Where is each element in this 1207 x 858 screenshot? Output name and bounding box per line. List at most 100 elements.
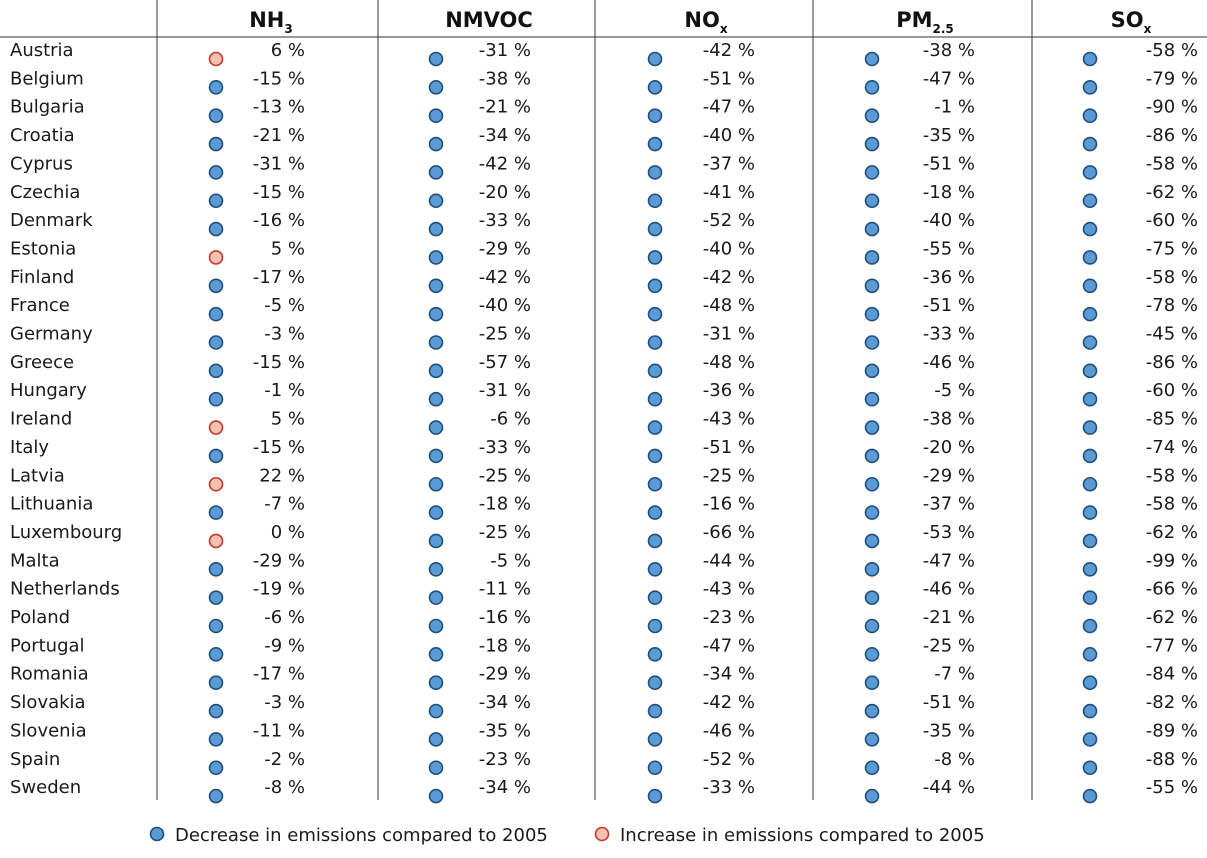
value-label: -25 % <box>923 635 975 656</box>
value-label: 5 % <box>271 409 305 430</box>
value-label: -31 % <box>253 153 305 174</box>
value-label: -33 % <box>923 324 975 345</box>
column-header: NOx <box>684 8 727 36</box>
table-row: Greece -15 % -57 % -48 % -46 % -86 % <box>10 352 1198 379</box>
decrease-marker <box>647 703 663 719</box>
decrease-marker <box>1082 505 1098 520</box>
value-label: -40 % <box>703 238 755 259</box>
value-label: -66 % <box>1146 579 1198 600</box>
value-label: -8 % <box>934 749 975 770</box>
value-label: -15 % <box>253 437 305 458</box>
decrease-marker <box>208 165 224 180</box>
decrease-marker <box>647 760 663 776</box>
value-label: -1 % <box>264 380 305 401</box>
value-label: -31 % <box>703 324 755 345</box>
decrease-marker <box>647 533 663 549</box>
value-label: -29 % <box>253 550 305 571</box>
value-label: 6 % <box>271 40 305 61</box>
value-label: -47 % <box>703 635 755 656</box>
value-label: -57 % <box>479 352 531 373</box>
country-label: Czechia <box>10 182 80 203</box>
decrease-marker <box>208 193 224 209</box>
value-label: -38 % <box>923 40 975 61</box>
value-label: -31 % <box>479 40 531 61</box>
decrease-marker <box>428 51 444 67</box>
value-label: -21 % <box>253 125 305 146</box>
decrease-marker <box>1082 618 1098 634</box>
value-label: -5 % <box>264 295 305 316</box>
decrease-marker <box>208 505 224 520</box>
country-label: Lithuania <box>10 494 93 515</box>
value-label: -58 % <box>1146 40 1198 61</box>
decrease-marker <box>647 51 663 67</box>
decrease-marker <box>428 618 444 634</box>
table-row: Slovenia -11 % -35 % -46 % -35 % -89 % <box>10 720 1198 747</box>
table-row: Czechia -15 % -20 % -41 % -18 % -62 % <box>10 182 1198 209</box>
value-label: -29 % <box>479 664 531 685</box>
value-label: -46 % <box>923 352 975 373</box>
decrease-marker <box>208 732 224 747</box>
decrease-marker <box>864 420 880 435</box>
decrease-marker <box>1082 80 1098 95</box>
value-label: -84 % <box>1146 664 1198 685</box>
decrease-marker <box>647 221 663 237</box>
decrease-marker <box>864 193 880 209</box>
table-row: Denmark -16 % -33 % -52 % -40 % -60 % <box>10 210 1198 237</box>
decrease-marker <box>1082 108 1098 123</box>
value-label: -44 % <box>703 550 755 571</box>
value-label: -11 % <box>253 720 305 741</box>
decrease-marker <box>208 363 224 379</box>
value-label: -51 % <box>923 295 975 316</box>
decrease-marker <box>647 335 663 350</box>
value-label: -35 % <box>923 720 975 741</box>
value-label: -1 % <box>934 97 975 118</box>
value-label: -62 % <box>1146 522 1198 543</box>
table-row: Portugal -9 % -18 % -47 % -25 % -77 % <box>10 635 1198 662</box>
increase-marker <box>208 250 224 265</box>
value-label: -37 % <box>923 494 975 515</box>
decrease-marker <box>428 335 444 350</box>
decrease-marker <box>864 250 880 265</box>
country-label: Estonia <box>10 238 76 259</box>
country-label: Luxembourg <box>10 522 122 543</box>
value-label: -33 % <box>479 210 531 231</box>
decrease-marker <box>428 533 444 549</box>
value-label: -42 % <box>479 153 531 174</box>
value-label: -42 % <box>703 40 755 61</box>
decrease-marker <box>864 363 880 379</box>
value-label: -44 % <box>923 777 975 798</box>
decrease-marker <box>208 335 224 350</box>
decrease-marker <box>647 647 663 662</box>
value-label: -36 % <box>703 380 755 401</box>
decrease-marker <box>864 732 880 747</box>
decrease-marker <box>647 732 663 747</box>
decrease-marker <box>208 675 224 691</box>
decrease-marker <box>647 675 663 691</box>
value-label: -51 % <box>703 437 755 458</box>
value-label: -5 % <box>490 550 531 571</box>
decrease-marker <box>428 193 444 209</box>
value-label: -5 % <box>934 380 975 401</box>
decrease-marker <box>208 760 224 776</box>
legend-decrease-label: Decrease in emissions compared to 2005 <box>175 825 548 846</box>
value-label: -86 % <box>1146 352 1198 373</box>
value-label: -40 % <box>923 210 975 231</box>
country-label: Slovakia <box>10 692 86 713</box>
decrease-marker <box>647 448 663 464</box>
value-label: -7 % <box>264 494 305 515</box>
table-row: Netherlands -19 % -11 % -43 % -46 % -66 % <box>10 579 1198 605</box>
decrease-marker <box>864 533 880 549</box>
decrease-marker <box>208 788 224 804</box>
decrease-marker <box>1082 760 1098 776</box>
value-label: 0 % <box>271 522 305 543</box>
decrease-marker <box>208 391 224 407</box>
value-label: -46 % <box>703 720 755 741</box>
decrease-marker <box>208 561 224 577</box>
country-label: Latvia <box>10 465 65 486</box>
value-label: -47 % <box>923 68 975 89</box>
decrease-marker <box>208 221 224 237</box>
value-label: -42 % <box>479 267 531 288</box>
value-label: -15 % <box>253 182 305 203</box>
value-label: -29 % <box>479 238 531 259</box>
value-label: -35 % <box>923 125 975 146</box>
